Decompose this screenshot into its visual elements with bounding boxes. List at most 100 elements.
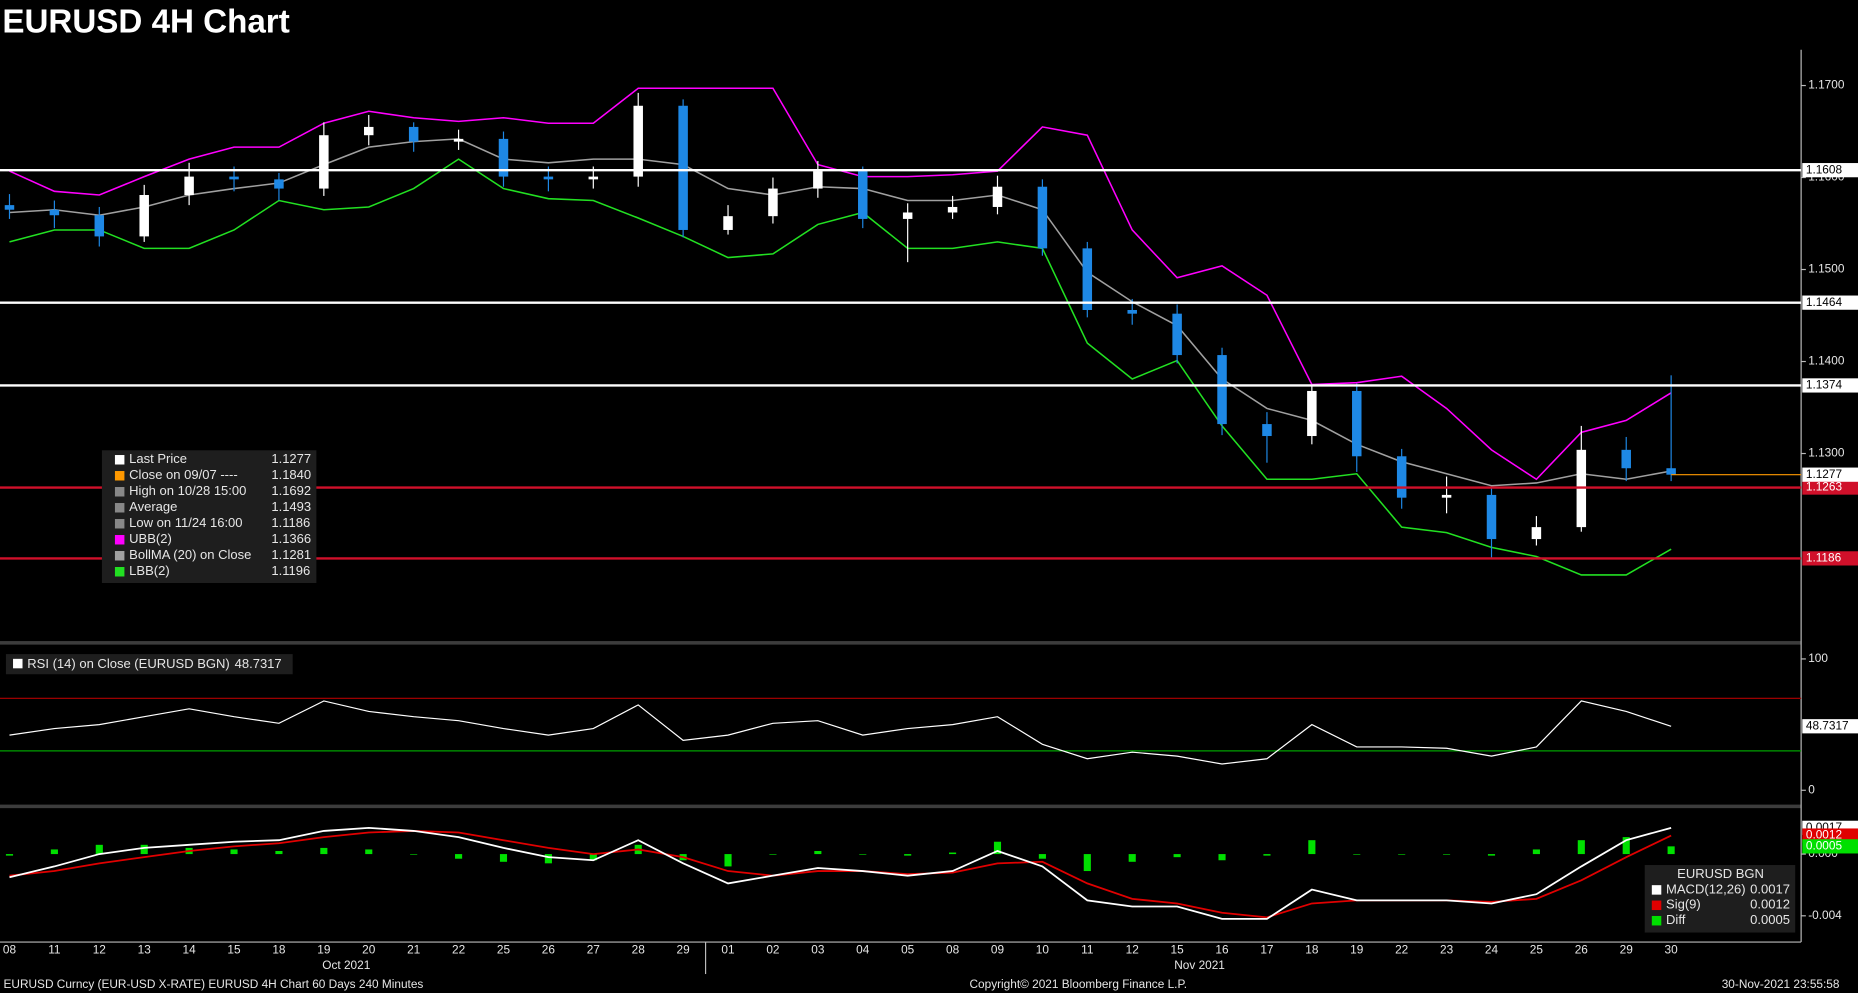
level-label: 1.1464 (1806, 295, 1843, 309)
legend-label: LBB(2) (129, 563, 170, 578)
x-tick-label: 08 (946, 942, 960, 956)
legend-value: 1.1186 (271, 515, 310, 530)
candle-body (813, 171, 823, 189)
month-label: Oct 2021 (322, 958, 370, 972)
macd-last-label: 0.0012 (1806, 828, 1842, 842)
diff-bar (410, 854, 418, 855)
footer-right: 30-Nov-2021 23:55:58 (1722, 977, 1840, 991)
x-tick-label: 15 (227, 942, 241, 956)
diff-bar (1083, 854, 1091, 872)
diff-bar (140, 844, 148, 855)
x-tick-label: 12 (93, 942, 106, 956)
diff-bar (1353, 854, 1361, 855)
legend-label: Low on 11/24 16:00 (129, 515, 242, 530)
y-tick-label: 1.1500 (1808, 262, 1845, 276)
x-tick-label: 03 (811, 942, 825, 956)
diff-bar (5, 854, 14, 856)
y-tick-label: 1.1400 (1808, 354, 1845, 368)
legend-label: UBB(2) (129, 531, 172, 546)
candle-body (49, 209, 60, 216)
diff-bar (455, 854, 463, 859)
month-label: Nov 2021 (1174, 958, 1225, 972)
candle-body (1082, 248, 1093, 311)
legend-box (1644, 865, 1796, 933)
candle-body (678, 105, 688, 230)
x-tick-label: 10 (1036, 942, 1050, 956)
legend-value: 1.1692 (271, 483, 311, 498)
diff-bar (1443, 854, 1451, 855)
legend-value: 1.1840 (271, 467, 311, 482)
x-tick-label: 04 (856, 942, 870, 956)
diff-bar (1667, 846, 1675, 855)
candle-body (902, 212, 913, 219)
legend-label: Last Price (129, 451, 187, 466)
diff-bar (1218, 854, 1226, 861)
x-tick-label: 30 (1665, 942, 1679, 956)
legend-swatch (1651, 900, 1662, 911)
diff-bar (1532, 849, 1540, 855)
footer-left: EURUSD Curncy (EUR-USD X-RATE) EURUSD 4H… (4, 977, 424, 991)
candle-body (1621, 449, 1631, 469)
legend-value: 1.1277 (271, 451, 311, 466)
legend-swatch (1651, 885, 1662, 895)
x-tick-label: 01 (721, 942, 734, 956)
legend-label: Close on 09/07 ---- (129, 467, 238, 482)
x-tick-label: 28 (632, 942, 646, 956)
legend-label: Sig(9) (1666, 897, 1701, 912)
legend-swatch (114, 519, 125, 529)
candle-body (947, 206, 958, 213)
candle-body (4, 205, 15, 210)
level-label-box (1802, 551, 1858, 566)
y-tick-label: -0.004 (1808, 908, 1842, 922)
x-tick-label: 20 (362, 942, 376, 956)
candle-body (453, 138, 464, 142)
diff-bar (993, 841, 1002, 855)
rsi-last-label: 48.7317 (1806, 718, 1849, 732)
legend-label: BollMA (20) on Close (129, 547, 251, 562)
candle-body (858, 171, 868, 219)
x-tick-label: 25 (497, 942, 511, 956)
diff-bar (1487, 854, 1496, 856)
candle-body (184, 176, 194, 196)
x-tick-label: 16 (1215, 942, 1229, 956)
panel-divider (0, 804, 1802, 809)
legend-box (5, 654, 293, 675)
legend-label: Diff (1666, 912, 1686, 927)
candle-body (633, 105, 643, 177)
legend-label: RSI (14) on Close (EURUSD BGN) (27, 656, 230, 671)
rsi-last-label-box (1802, 719, 1858, 734)
level-label-box (1802, 163, 1858, 178)
diff-bar (904, 854, 912, 856)
candle-body (498, 138, 509, 177)
diff-bar (1308, 840, 1316, 855)
diff-bar (1038, 854, 1046, 859)
legend-swatch (114, 551, 125, 561)
diff-bar (1577, 840, 1585, 855)
diff-bar (1128, 854, 1136, 862)
legend-swatch (114, 567, 125, 577)
x-tick-label: 26 (542, 942, 556, 956)
candle-body (1352, 390, 1362, 457)
y-tick-label: 100 (1808, 651, 1828, 665)
candle-body (588, 176, 599, 180)
candle-body (1441, 494, 1452, 498)
diff-bar (320, 847, 328, 855)
footer-center: Copyright© 2021 Bloomberg Finance L.P. (970, 977, 1188, 991)
candle-body (1396, 456, 1407, 498)
candle-body (1262, 424, 1272, 437)
diff-bar (724, 854, 732, 867)
legend-label: Average (129, 499, 177, 514)
legend-title: EURUSD BGN (1677, 866, 1764, 881)
candle-body (1666, 468, 1676, 475)
legend-label: MACD(12,26) (1666, 881, 1746, 896)
macd-line (9, 826, 1672, 920)
legend-swatch (114, 455, 125, 465)
candle-body (94, 215, 105, 237)
x-tick-label: 17 (1260, 942, 1273, 956)
diff-bar (589, 854, 597, 861)
legend-label: High on 10/28 15:00 (129, 483, 246, 498)
x-tick-label: 11 (1081, 942, 1093, 956)
diff-bar (1398, 854, 1406, 855)
